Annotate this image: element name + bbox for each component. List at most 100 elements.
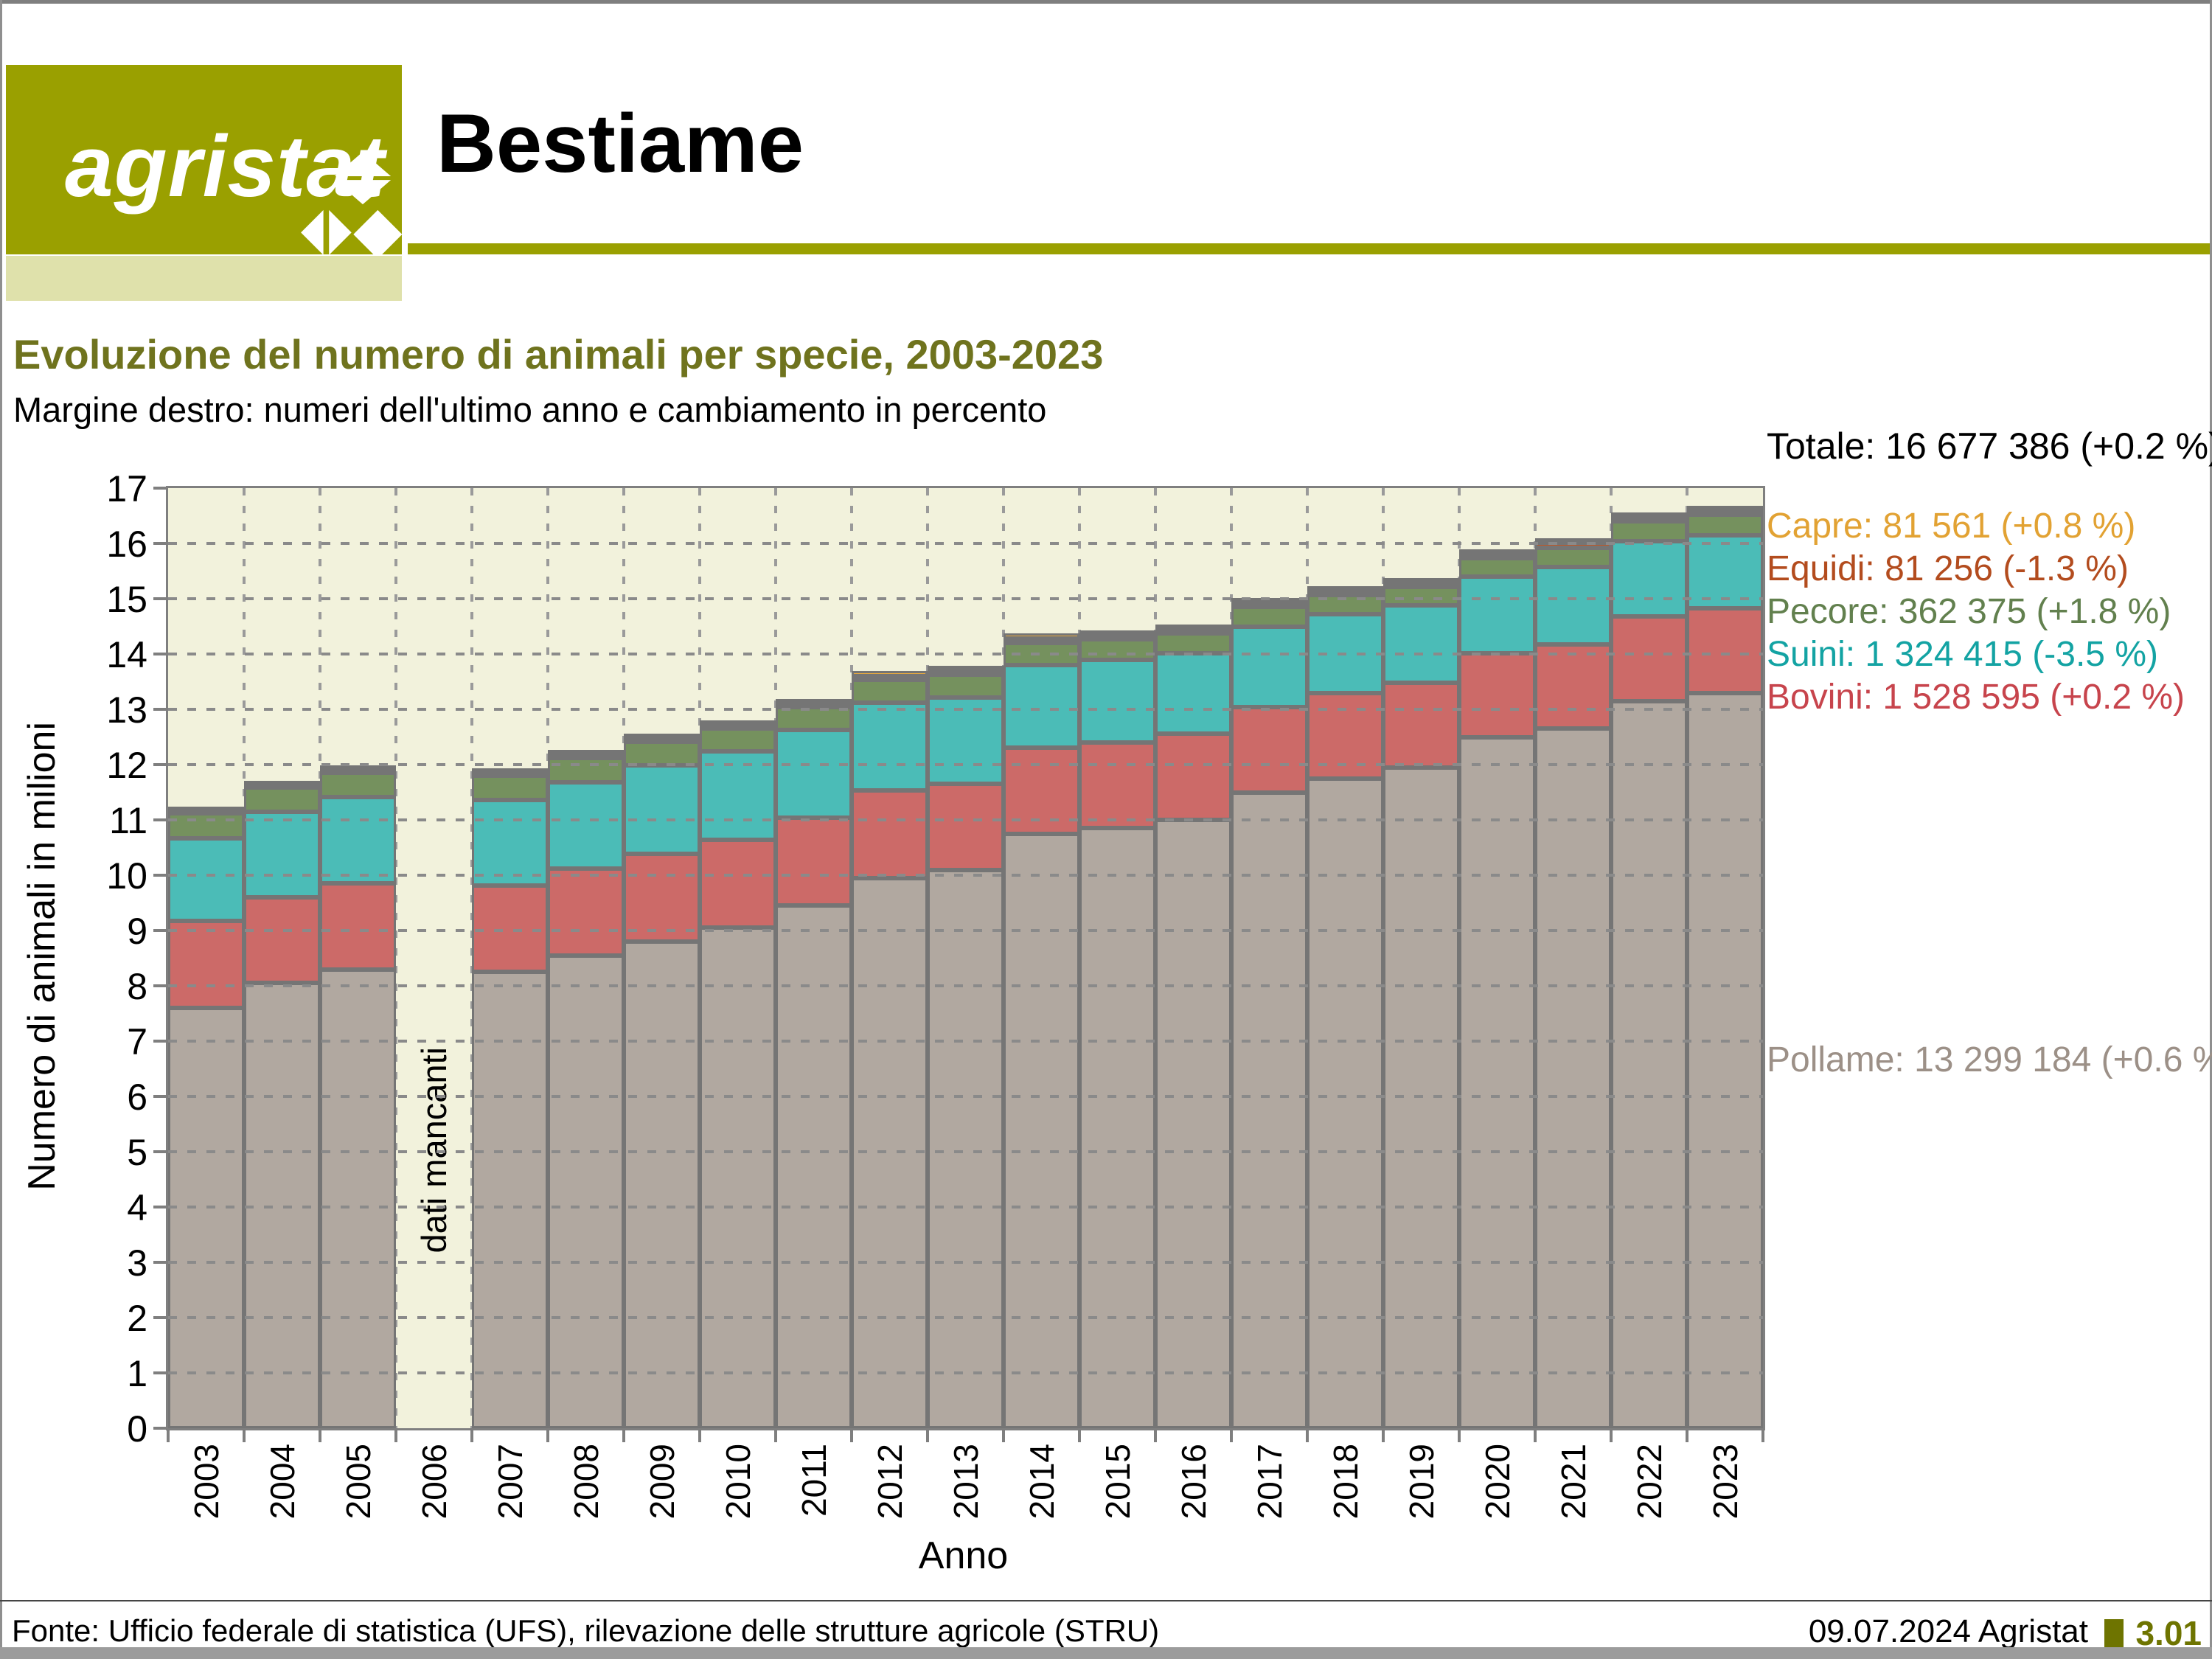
y-tick-mark (153, 818, 166, 821)
bar-segment-suini-2016 (1155, 653, 1231, 734)
y-tick-label: 6 (127, 1077, 147, 1118)
bar-segment-bovini-2012 (852, 790, 928, 878)
bar-segment-pollame-2015 (1079, 828, 1155, 1428)
horizontal-gridline (168, 597, 1763, 600)
y-tick-label: 14 (106, 634, 147, 675)
bar-segment-pecore-2020 (1459, 557, 1535, 577)
vertical-gridline (394, 488, 397, 1428)
bar-segment-pecore-2016 (1155, 633, 1231, 654)
bar-segment-suini-2022 (1611, 541, 1687, 617)
bar-segment-capre-2009 (624, 734, 700, 739)
horizontal-gridline (168, 1316, 1763, 1319)
year-label: 2019 (1402, 1444, 1441, 1520)
agristat-logo-text: agristat (65, 118, 386, 215)
horizontal-gridline (168, 818, 1763, 821)
bar-segment-pollame-2007 (472, 972, 548, 1428)
year-label: 2012 (870, 1444, 909, 1520)
bar-segment-equidi-2016 (1155, 628, 1231, 633)
bar-segment-suini-2011 (776, 730, 852, 818)
bar-segment-suini-2017 (1231, 626, 1307, 707)
agristat-logo: agristat (6, 65, 403, 259)
y-tick-mark (153, 653, 166, 655)
agristat-diamonds-icon (301, 152, 403, 259)
bar-segment-suini-2013 (928, 697, 1004, 784)
bar-segment-bovini-2020 (1459, 653, 1535, 737)
bar-segment-equidi-2018 (1307, 590, 1383, 595)
y-tick-label: 1 (127, 1353, 147, 1394)
x-tick-mark (319, 1430, 321, 1442)
bar-segment-pollame-2021 (1535, 728, 1611, 1428)
y-tick-mark (153, 708, 166, 711)
bar-segment-equidi-2004 (244, 784, 320, 789)
y-tick-label: 8 (127, 966, 147, 1007)
bar-segment-suini-2012 (852, 703, 928, 790)
bar-segment-equidi-2023 (1687, 510, 1763, 515)
annotation-pollame: Pollame: 13 299 184 (+0.6 %) (1767, 1040, 2212, 1079)
bar-segment-suini-2003 (168, 838, 244, 922)
x-tick-mark (1686, 1430, 1688, 1442)
bar-segment-capre-2019 (1383, 577, 1459, 582)
footer-page-number: 3.01 (2135, 1614, 2202, 1652)
bar-segment-suini-2008 (548, 782, 624, 869)
x-tick-mark (774, 1430, 777, 1442)
bar-segment-pollame-2010 (700, 928, 776, 1428)
bar-segment-pecore-2023 (1687, 515, 1763, 535)
bar-segment-pecore-2017 (1231, 607, 1307, 627)
bar-segment-bovini-2010 (700, 840, 776, 928)
y-tick-mark (153, 1316, 166, 1319)
page-border-top (0, 0, 2212, 4)
bar-segment-pecore-2013 (928, 674, 1004, 698)
y-tick-mark (153, 1427, 166, 1430)
horizontal-gridline (168, 1150, 1763, 1153)
bar-segment-capre-2004 (244, 780, 320, 785)
horizontal-gridline (168, 708, 1763, 711)
year-label: 2020 (1478, 1444, 1517, 1520)
bar-segment-pecore-2022 (1611, 521, 1687, 541)
bar-segment-suini-2004 (244, 812, 320, 897)
footer-date: 09.07.2024 Agristat (1808, 1613, 2088, 1649)
y-tick-label: 10 (106, 855, 147, 897)
x-tick-mark (622, 1430, 625, 1442)
y-axis-title: Numero di animali in milioni (21, 721, 63, 1191)
year-label: 2004 (262, 1444, 302, 1520)
y-tick-label: 7 (127, 1021, 147, 1062)
bar-segment-equidi-2003 (168, 810, 244, 815)
bar-segment-bovini-2005 (320, 883, 396, 970)
horizontal-gridline (168, 1261, 1763, 1264)
bar-segment-pollame-2008 (548, 955, 624, 1428)
chart-plot-area: dati mancanti (166, 486, 1765, 1430)
year-label: 2009 (642, 1444, 681, 1520)
bar-segment-capre-2014 (1004, 633, 1079, 639)
bar-segment-equidi-2008 (548, 754, 624, 759)
horizontal-gridline (168, 929, 1763, 932)
y-tick-label: 4 (127, 1187, 147, 1228)
bar-segment-pollame-2014 (1004, 833, 1079, 1428)
year-label: 2011 (794, 1444, 833, 1517)
y-tick-label: 11 (109, 800, 147, 841)
year-label: 2018 (1326, 1444, 1365, 1520)
bar-segment-pollame-2018 (1307, 778, 1383, 1428)
bar-segment-equidi-2022 (1611, 517, 1687, 522)
bar-segment-bovini-2017 (1231, 706, 1307, 793)
bar-segment-bovini-2003 (168, 921, 244, 1008)
bar-segment-equidi-2012 (852, 675, 928, 681)
year-label: 2017 (1250, 1444, 1289, 1520)
missing-data-column: dati mancanti (396, 488, 472, 1428)
bar-segment-capre-2011 (776, 698, 852, 704)
x-tick-mark (698, 1430, 701, 1442)
year-label: 2007 (490, 1444, 529, 1520)
chart-subtitle: Margine destro: numeri dell'ultimo anno … (13, 390, 1047, 429)
x-tick-mark (1610, 1430, 1613, 1442)
year-label: 2008 (566, 1444, 605, 1520)
bar-segment-equidi-2011 (776, 703, 852, 709)
chart-title: Evoluzione del numero di animali per spe… (13, 331, 1104, 378)
horizontal-gridline (168, 1040, 1763, 1043)
bar-segment-bovini-2008 (548, 869, 624, 956)
year-label: 2015 (1098, 1444, 1137, 1520)
bar-segment-pollame-2003 (168, 1008, 244, 1428)
horizontal-gridline (168, 1206, 1763, 1208)
bar-segment-pecore-2005 (320, 772, 396, 797)
bar-segment-equidi-2009 (624, 737, 700, 742)
y-tick-mark (153, 487, 166, 490)
